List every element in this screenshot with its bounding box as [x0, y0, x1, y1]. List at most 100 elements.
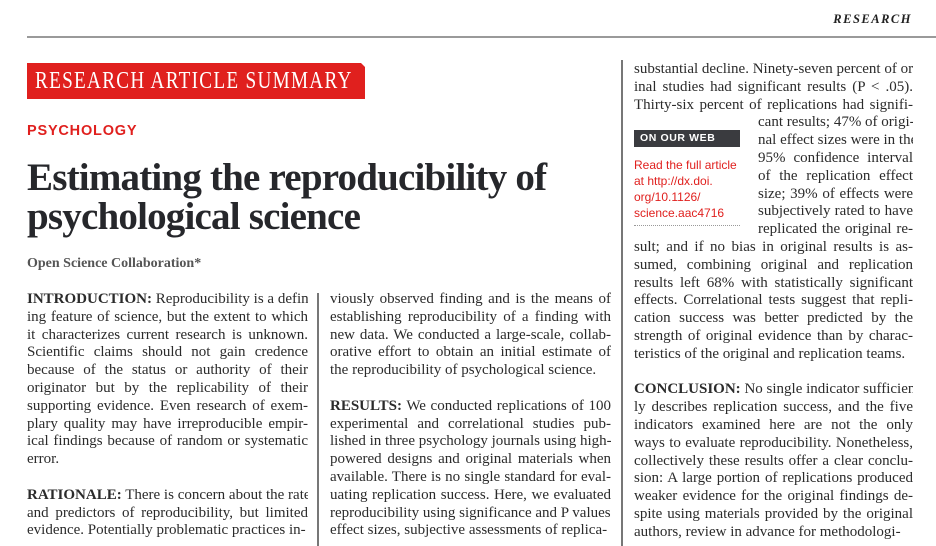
line-text: subjectively rated to have — [758, 203, 913, 220]
text-line: it characterizes current research is unk… — [27, 327, 308, 345]
line-text: originator but by the replicability of t… — [27, 379, 308, 396]
text-line: uating replication success. Here, we eva… — [330, 487, 611, 505]
text-line: error. — [27, 451, 308, 469]
line-text: uating replication success. Here, we eva… — [330, 486, 611, 503]
line-text: spite using materials provided by the or… — [634, 505, 913, 522]
text-line: lished in three psychology journals usin… — [330, 433, 611, 451]
line-text: powered designs and original materials w… — [330, 451, 611, 468]
line-text: ly describes replication success, and th… — [634, 399, 913, 416]
line-text: establishing reproducibility of a findin… — [330, 308, 611, 325]
body-column-3: substantial decline. Ninety-seven percen… — [634, 61, 913, 542]
author-byline: Open Science Collaboration* — [27, 256, 202, 271]
rationale-paragraph: RATIONALE: There is concern about the ra… — [27, 487, 308, 540]
body-paragraph: sult; and if no bias in original results… — [634, 239, 913, 364]
text-line: experimental and correlational studies p… — [330, 416, 611, 434]
text-line: ical findings because of random or syste… — [27, 433, 308, 451]
line-text: viously observed finding and is the mean… — [330, 291, 611, 307]
text-line: and predictors of reproducibility, but l… — [27, 505, 308, 523]
line-text: effects. Correlational tests suggest tha… — [634, 292, 913, 309]
line-text: ing feature of science, but the extent t… — [27, 308, 308, 325]
text-line: results left 68% with statistically sign… — [634, 275, 913, 293]
line-text: error. — [27, 451, 60, 468]
text-line: inal studies had significant results (P … — [634, 79, 913, 97]
line-text: replicated the original re- — [758, 221, 913, 238]
link-line[interactable]: at http://dx.doi. — [634, 174, 713, 188]
link-line[interactable]: org/10.1126/ — [634, 190, 701, 204]
link-line[interactable]: Read the full article — [634, 158, 737, 172]
text-line: ly describes replication success, and th… — [634, 399, 913, 417]
text-line: new data. We conducted a large-scale, co… — [330, 327, 611, 345]
line-text: strength of original evidence than by ch… — [634, 327, 913, 344]
line-text: the reproducibility of psychological sci… — [330, 362, 597, 379]
text-line: evidence. Potentially problematic practi… — [27, 522, 308, 540]
text-line: weaker evidence for the original finding… — [634, 488, 913, 506]
article-type-banner: RESEARCH ARTICLE SUMMARY — [27, 63, 365, 99]
text-line: supporting evidence. Even research of ex… — [27, 398, 308, 416]
line-text: collectively these results offer a clear… — [634, 452, 913, 469]
text-line: strength of original evidence than by ch… — [634, 328, 913, 346]
text-line: ways to evaluate reproducibility. Noneth… — [634, 435, 913, 453]
text-line: because of the status or authority of th… — [27, 362, 308, 380]
text-line: 95% confidence interval — [758, 150, 913, 168]
text-line: effect sizes, subjective assessments of … — [330, 522, 611, 540]
text-line: orative effort to obtain an initial esti… — [330, 344, 611, 362]
text-line: substantial decline. Ninety-seven percen… — [634, 61, 913, 79]
link-line[interactable]: science.aac4716 — [634, 206, 725, 220]
text-line: cation success was better predicted by t… — [634, 310, 913, 328]
section-lead: RESULTS: — [330, 397, 402, 414]
line-text: teristics of the original and replicatio… — [634, 345, 906, 362]
line-text: cant results; 47% of origi- — [758, 114, 913, 131]
line-text: cation success was better predicted by t… — [634, 310, 913, 327]
line-text: sion: A large portion of replications pr… — [634, 470, 913, 487]
text-line: RESULTS: We conducted replications of 10… — [330, 398, 611, 416]
full-article-link[interactable]: Read the full article at http://dx.doi. … — [634, 157, 749, 221]
section-lead: INTRODUCTION: — [27, 291, 153, 307]
line-text: 95% confidence interval — [758, 149, 913, 166]
text-line: originator but by the replicability of t… — [27, 380, 308, 398]
text-line: collectively these results offer a clear… — [634, 453, 913, 471]
conclusion-paragraph: CONCLUSION: No single indicator sufficie… — [634, 381, 913, 541]
line-text: plary quality may have irreproducible em… — [27, 415, 308, 432]
line-text: ical findings because of random or syste… — [27, 433, 308, 450]
line-text: available. There is no single standard f… — [330, 468, 611, 485]
line-text: and predictors of reproducibility, but l… — [27, 504, 308, 521]
title-line: psychological science — [27, 195, 361, 238]
line-text: weaker evidence for the original finding… — [634, 488, 913, 505]
text-line: viously observed finding and is the mean… — [330, 291, 611, 309]
section-label: RESEARCH — [833, 12, 912, 26]
column-divider — [621, 60, 623, 546]
body-paragraph: viously observed finding and is the mean… — [330, 291, 611, 380]
line-text: evidence. Potentially problematic practi… — [27, 522, 306, 539]
body-column-2: viously observed finding and is the mean… — [330, 291, 611, 540]
line-text: Scientific claims should not gain creden… — [27, 344, 308, 361]
text-line: Scientific claims should not gain creden… — [27, 344, 308, 362]
text-line: size; 39% of effects were — [758, 186, 913, 204]
subject-kicker: PSYCHOLOGY — [27, 123, 138, 139]
text-line: effects. Correlational tests suggest tha… — [634, 292, 913, 310]
section-lead: CONCLUSION: — [634, 381, 741, 398]
text-line: INTRODUCTION: Reproducibility is a defin… — [27, 291, 308, 309]
line-text: nal effect sizes were in the — [758, 132, 913, 149]
line-text: Reproducibility is a defin- — [152, 291, 308, 307]
line-text: new data. We conducted a large-scale, co… — [330, 326, 611, 343]
text-line: powered designs and original materials w… — [330, 451, 611, 469]
line-text: There is concern about the rate — [121, 486, 308, 503]
line-text: substantial decline. Ninety-seven percen… — [634, 61, 913, 77]
line-text: We conducted replications of 100 — [401, 397, 611, 414]
top-rule — [27, 36, 936, 38]
line-text: sult; and if no bias in original results… — [634, 238, 913, 255]
line-text: of the replication effect — [758, 167, 913, 184]
text-line: spite using materials provided by the or… — [634, 506, 913, 524]
body-column-1: INTRODUCTION: Reproducibility is a defin… — [27, 291, 308, 540]
text-line: subjectively rated to have — [758, 203, 913, 221]
line-text: reproducibility using significance and P… — [330, 504, 611, 521]
text-line: the reproducibility of psychological sci… — [330, 362, 611, 380]
introduction-paragraph: INTRODUCTION: Reproducibility is a defin… — [27, 291, 308, 469]
line-text: because of the status or authority of th… — [27, 362, 308, 379]
text-line: nal effect sizes were in the — [758, 132, 913, 150]
text-line: of the replication effect — [758, 168, 913, 186]
text-line: plary quality may have irreproducible em… — [27, 416, 308, 434]
line-text: experimental and correlational studies p… — [330, 415, 611, 432]
text-line: establishing reproducibility of a findin… — [330, 309, 611, 327]
results-paragraph: RESULTS: We conducted replications of 10… — [330, 398, 611, 540]
